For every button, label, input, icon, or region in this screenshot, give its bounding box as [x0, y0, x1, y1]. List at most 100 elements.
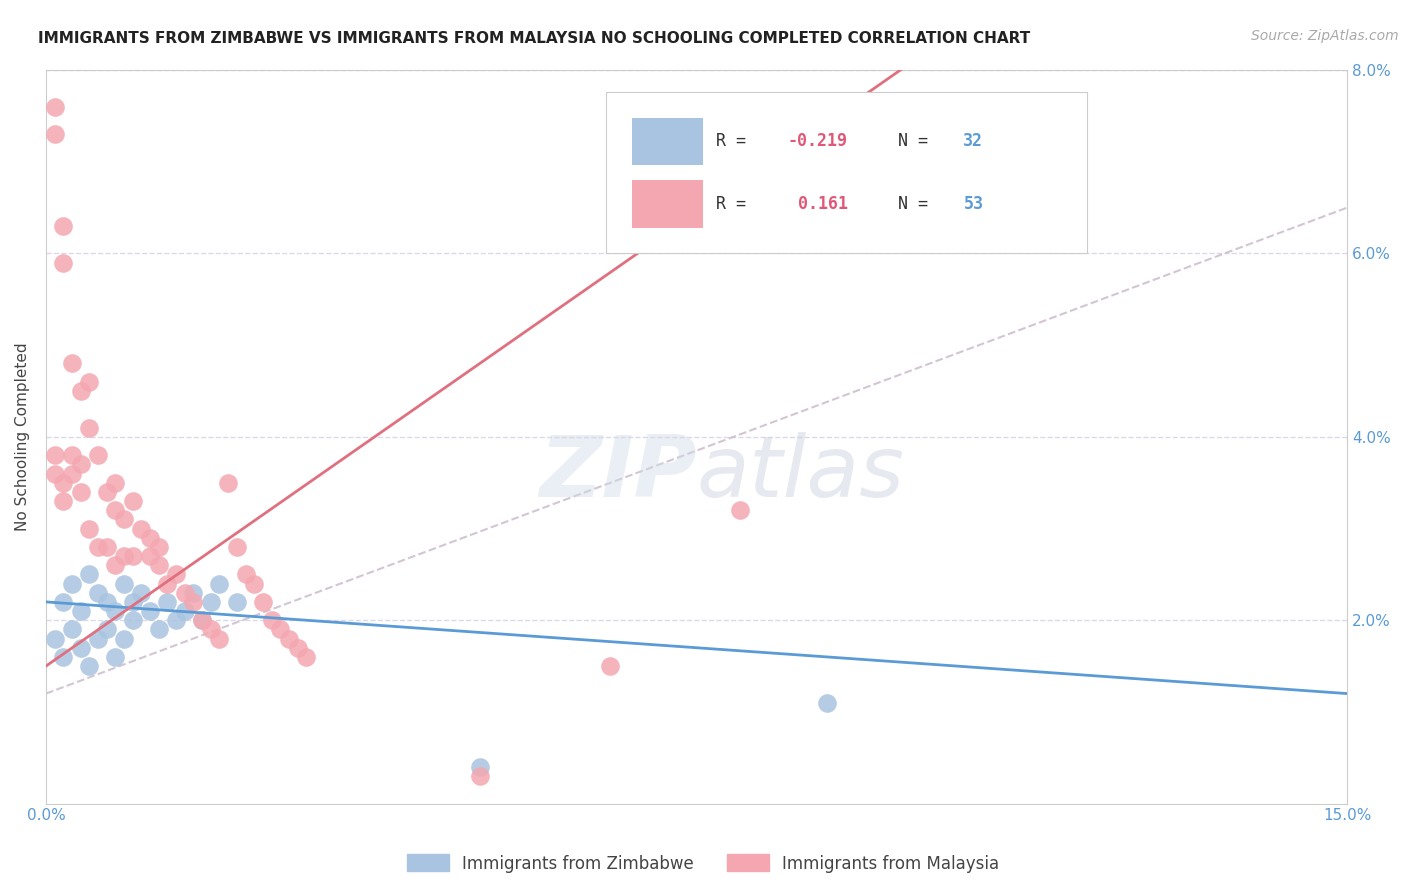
Bar — [631, 118, 703, 165]
FancyBboxPatch shape — [606, 92, 1087, 253]
Point — [44, 128, 66, 142]
Point — [139, 549, 162, 563]
Point — [87, 448, 110, 462]
Y-axis label: No Schooling Completed: No Schooling Completed — [15, 343, 30, 531]
Point — [165, 567, 187, 582]
Point — [156, 595, 179, 609]
Point — [96, 623, 118, 637]
Point — [104, 558, 127, 573]
Point — [44, 448, 66, 462]
Point — [44, 467, 66, 481]
Point — [79, 567, 101, 582]
Point — [191, 613, 214, 627]
Point — [44, 100, 66, 114]
Point — [121, 595, 143, 609]
Text: IMMIGRANTS FROM ZIMBABWE VS IMMIGRANTS FROM MALAYSIA NO SCHOOLING COMPLETED CORR: IMMIGRANTS FROM ZIMBABWE VS IMMIGRANTS F… — [38, 31, 1031, 46]
Point — [60, 448, 83, 462]
Point — [112, 632, 135, 646]
Point — [148, 558, 170, 573]
Point — [87, 585, 110, 599]
Point — [79, 420, 101, 434]
Point — [191, 613, 214, 627]
Text: N =: N = — [898, 132, 938, 150]
Point — [225, 595, 247, 609]
Text: N =: N = — [898, 194, 938, 212]
Point — [728, 503, 751, 517]
Point — [277, 632, 299, 646]
Point — [79, 375, 101, 389]
Point — [269, 623, 291, 637]
Point — [183, 585, 205, 599]
Point — [87, 632, 110, 646]
Text: 53: 53 — [963, 194, 983, 212]
Point — [52, 219, 75, 233]
Point — [815, 696, 838, 710]
Point — [208, 632, 231, 646]
Point — [79, 522, 101, 536]
Point — [217, 475, 239, 490]
Point — [112, 576, 135, 591]
Text: atlas: atlas — [696, 432, 904, 515]
Point — [60, 467, 83, 481]
Point — [52, 649, 75, 664]
Point — [44, 632, 66, 646]
Point — [87, 540, 110, 554]
Point — [69, 384, 91, 398]
Point — [148, 623, 170, 637]
Point — [287, 640, 309, 655]
Point — [131, 585, 153, 599]
Point — [468, 769, 491, 783]
Point — [79, 659, 101, 673]
Point — [252, 595, 274, 609]
Point — [52, 494, 75, 508]
Point — [121, 494, 143, 508]
Bar — [631, 180, 703, 227]
Point — [104, 649, 127, 664]
Point — [69, 604, 91, 618]
Point — [208, 576, 231, 591]
Point — [52, 595, 75, 609]
Text: 0.161: 0.161 — [787, 194, 848, 212]
Point — [599, 659, 621, 673]
Point — [60, 623, 83, 637]
Point — [112, 512, 135, 526]
Point — [104, 604, 127, 618]
Point — [173, 585, 195, 599]
Point — [235, 567, 257, 582]
Point — [468, 760, 491, 774]
Text: R =: R = — [716, 194, 766, 212]
Point — [104, 503, 127, 517]
Point — [96, 540, 118, 554]
Text: -0.219: -0.219 — [787, 132, 848, 150]
Point — [148, 540, 170, 554]
Point — [52, 255, 75, 269]
Point — [200, 623, 222, 637]
Point — [243, 576, 266, 591]
Point — [96, 595, 118, 609]
Point — [121, 613, 143, 627]
Point — [183, 595, 205, 609]
Point — [52, 475, 75, 490]
Point — [131, 522, 153, 536]
Legend: Immigrants from Zimbabwe, Immigrants from Malaysia: Immigrants from Zimbabwe, Immigrants fro… — [401, 847, 1005, 880]
Point — [173, 604, 195, 618]
Point — [112, 549, 135, 563]
Point — [225, 540, 247, 554]
Point — [60, 356, 83, 370]
Point — [96, 484, 118, 499]
Text: ZIP: ZIP — [538, 432, 696, 515]
Text: R =: R = — [716, 132, 756, 150]
Point — [260, 613, 283, 627]
Text: 32: 32 — [963, 132, 983, 150]
Point — [200, 595, 222, 609]
Point — [69, 458, 91, 472]
Point — [69, 484, 91, 499]
Point — [104, 475, 127, 490]
Point — [165, 613, 187, 627]
Point — [60, 576, 83, 591]
Point — [139, 531, 162, 545]
Point — [139, 604, 162, 618]
Point — [121, 549, 143, 563]
Text: Source: ZipAtlas.com: Source: ZipAtlas.com — [1251, 29, 1399, 43]
Point — [69, 640, 91, 655]
